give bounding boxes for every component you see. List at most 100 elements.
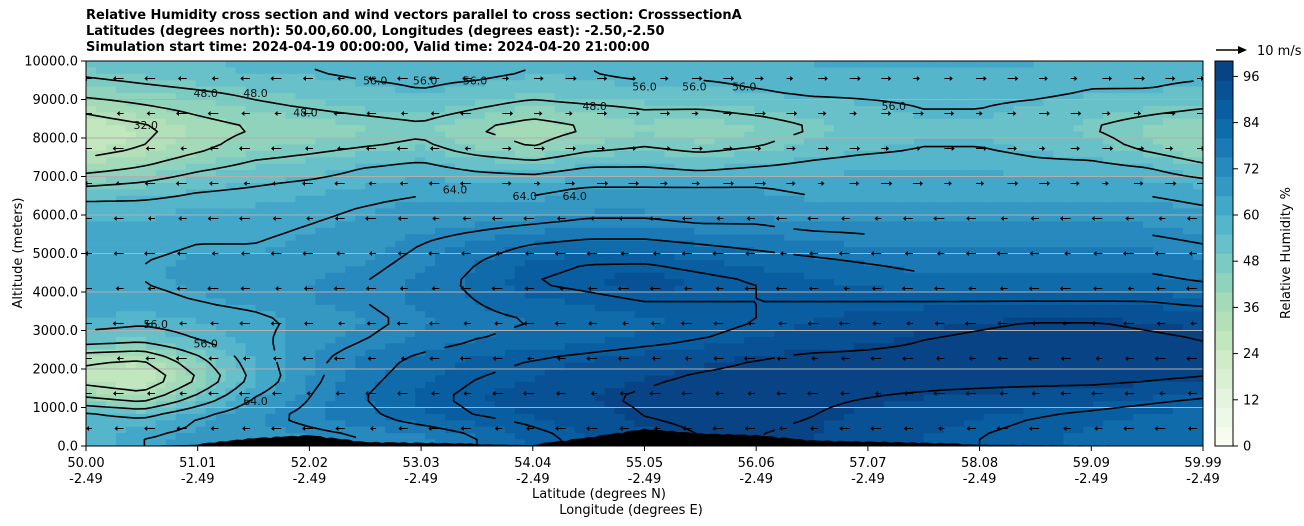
humidity-cell: [674, 336, 685, 344]
humidity-cell: [634, 330, 646, 338]
humidity-cell: [445, 118, 456, 126]
humidity-cell: [704, 259, 715, 267]
humidity-cell: [584, 336, 596, 344]
humidity-cell: [265, 240, 277, 248]
humidity-cell: [1053, 279, 1064, 287]
humidity-cell: [455, 336, 466, 344]
humidity-cell: [265, 221, 277, 229]
humidity-cell: [1193, 215, 1203, 223]
humidity-cell: [614, 195, 626, 203]
humidity-cell: [744, 99, 755, 107]
humidity-cell: [275, 112, 287, 120]
humidity-cell: [1033, 61, 1045, 69]
humidity-cell: [305, 311, 316, 319]
humidity-cell: [255, 234, 267, 242]
humidity-cell: [474, 150, 486, 158]
humidity-cell: [255, 61, 267, 69]
humidity-cell: [315, 93, 326, 101]
humidity-cell: [863, 170, 875, 178]
humidity-cell: [255, 105, 267, 113]
humidity-cell: [375, 304, 386, 312]
humidity-cell: [385, 227, 396, 235]
humidity-cell: [764, 221, 775, 229]
humidity-cell: [1113, 317, 1124, 325]
humidity-cell: [484, 227, 496, 235]
humidity-cell: [674, 304, 685, 312]
humidity-cell: [923, 285, 935, 293]
humidity-cell: [694, 292, 705, 300]
humidity-cell: [873, 317, 885, 325]
humidity-cell: [684, 182, 695, 190]
humidity-cell: [225, 150, 237, 158]
humidity-cell: [534, 272, 546, 280]
humidity-cell: [893, 304, 905, 312]
humidity-cell: [923, 157, 935, 165]
humidity-cell: [125, 125, 137, 133]
humidity-cell: [1183, 304, 1194, 312]
humidity-cell: [993, 125, 1005, 133]
humidity-cell: [395, 189, 406, 197]
humidity-cell: [584, 208, 596, 216]
humidity-cell: [405, 80, 416, 88]
humidity-cell: [175, 150, 187, 158]
humidity-cell: [315, 170, 326, 178]
humidity-cell: [794, 247, 805, 255]
humidity-cell: [973, 247, 985, 255]
humidity-cell: [734, 131, 745, 139]
humidity-cell: [814, 324, 825, 332]
humidity-cell: [265, 61, 277, 69]
humidity-cell: [1083, 202, 1094, 210]
humidity-cell: [1063, 195, 1074, 203]
humidity-cell: [524, 234, 536, 242]
humidity-cell: [684, 163, 695, 171]
humidity-cell: [824, 176, 835, 184]
humidity-cell: [484, 202, 496, 210]
humidity-cell: [903, 279, 915, 287]
humidity-cell: [1173, 253, 1184, 261]
humidity-cell: [784, 125, 795, 133]
humidity-cell: [1033, 324, 1045, 332]
humidity-cell: [524, 317, 536, 325]
humidity-cell: [524, 330, 536, 338]
humidity-cell: [1023, 170, 1035, 178]
humidity-cell: [943, 99, 955, 107]
humidity-cell: [365, 285, 376, 293]
humidity-cell: [345, 195, 356, 203]
humidity-cell: [903, 170, 915, 178]
humidity-cell: [913, 311, 925, 319]
humidity-cell: [574, 202, 586, 210]
humidity-cell: [95, 202, 107, 210]
humidity-cell: [514, 112, 526, 120]
humidity-cell: [385, 234, 396, 242]
humidity-cell: [195, 266, 207, 274]
humidity-cell: [175, 86, 187, 94]
humidity-cell: [155, 215, 167, 223]
humidity-cell: [225, 61, 237, 69]
humidity-cell: [125, 80, 137, 88]
humidity-cell: [1043, 125, 1054, 133]
humidity-cell: [415, 253, 426, 261]
humidity-cell: [833, 336, 845, 344]
humidity-cell: [474, 67, 486, 75]
humidity-cell: [135, 259, 147, 267]
humidity-cell: [724, 317, 735, 325]
humidity-cell: [484, 292, 496, 300]
humidity-cell: [534, 202, 546, 210]
humidity-cell: [873, 182, 885, 190]
humidity-cell: [1083, 292, 1094, 300]
humidity-cell: [1093, 86, 1104, 94]
humidity-cell: [435, 259, 446, 267]
humidity-cell: [415, 292, 426, 300]
humidity-cell: [125, 317, 137, 325]
humidity-cell: [1133, 279, 1144, 287]
humidity-cell: [1113, 195, 1124, 203]
humidity-cell: [814, 317, 825, 325]
humidity-cell: [833, 80, 845, 88]
humidity-cell: [235, 131, 247, 139]
humidity-cell: [155, 99, 167, 107]
humidity-cell: [584, 304, 596, 312]
humidity-cell: [1073, 208, 1084, 216]
humidity-cell: [983, 195, 995, 203]
humidity-cell: [395, 80, 406, 88]
humidity-cell: [554, 61, 566, 69]
